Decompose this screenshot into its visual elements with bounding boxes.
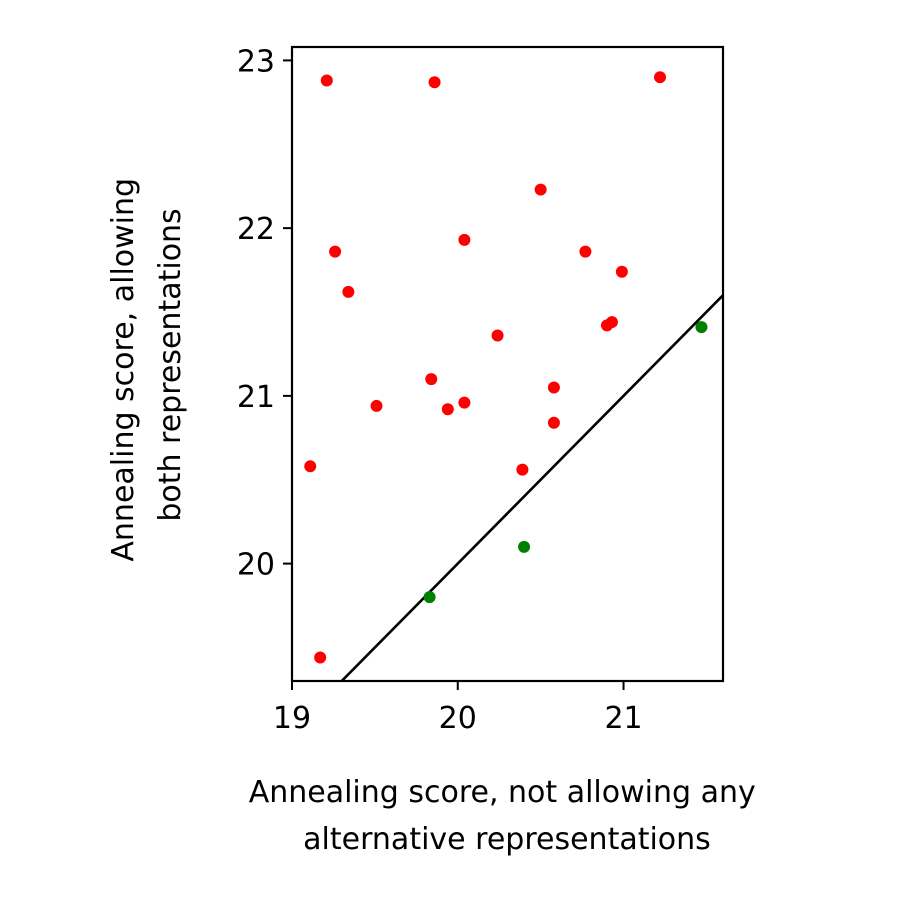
x-tick-label: 21	[604, 701, 642, 736]
data-point	[458, 233, 471, 246]
y-axis-label: Annealing score, allowing both represent…	[106, 168, 188, 561]
plot-area-frame	[290, 45, 725, 683]
data-point	[615, 265, 628, 278]
y-tick-label: 23	[237, 44, 275, 79]
data-point	[695, 321, 708, 334]
data-point	[329, 245, 342, 258]
reference-line	[339, 293, 723, 681]
data-point	[342, 285, 355, 298]
data-point	[547, 381, 560, 394]
x-axis-label: Annealing score, not allowing any altern…	[249, 775, 766, 857]
data-point	[654, 71, 667, 84]
x-tick-label: 20	[439, 701, 477, 736]
data-point	[605, 316, 618, 329]
y-axis-label-line-1: Annealing score, allowing	[106, 178, 141, 562]
data-point	[458, 396, 471, 409]
x-axis-label-line-2: alternative representations	[303, 822, 711, 857]
data-point	[314, 651, 327, 664]
data-point	[441, 403, 454, 416]
data-point	[579, 245, 592, 258]
data-point	[428, 76, 441, 89]
data-point	[370, 399, 383, 412]
data-point	[547, 416, 560, 429]
data-point	[491, 329, 504, 342]
x-axis-label-line-1: Annealing score, not allowing any	[249, 775, 756, 810]
data-point	[320, 74, 333, 87]
data-point	[304, 460, 317, 473]
x-tick-label: 19	[273, 701, 311, 736]
data-point	[516, 463, 529, 476]
y-tick-label: 20	[237, 548, 275, 583]
data-point	[425, 373, 438, 386]
y-tick-label: 21	[237, 380, 275, 415]
data-point	[518, 540, 531, 553]
y-tick-label: 22	[237, 212, 275, 247]
y-axis-label-line-2: both representations	[153, 208, 188, 521]
data-point	[534, 183, 547, 196]
data-point	[423, 591, 436, 604]
